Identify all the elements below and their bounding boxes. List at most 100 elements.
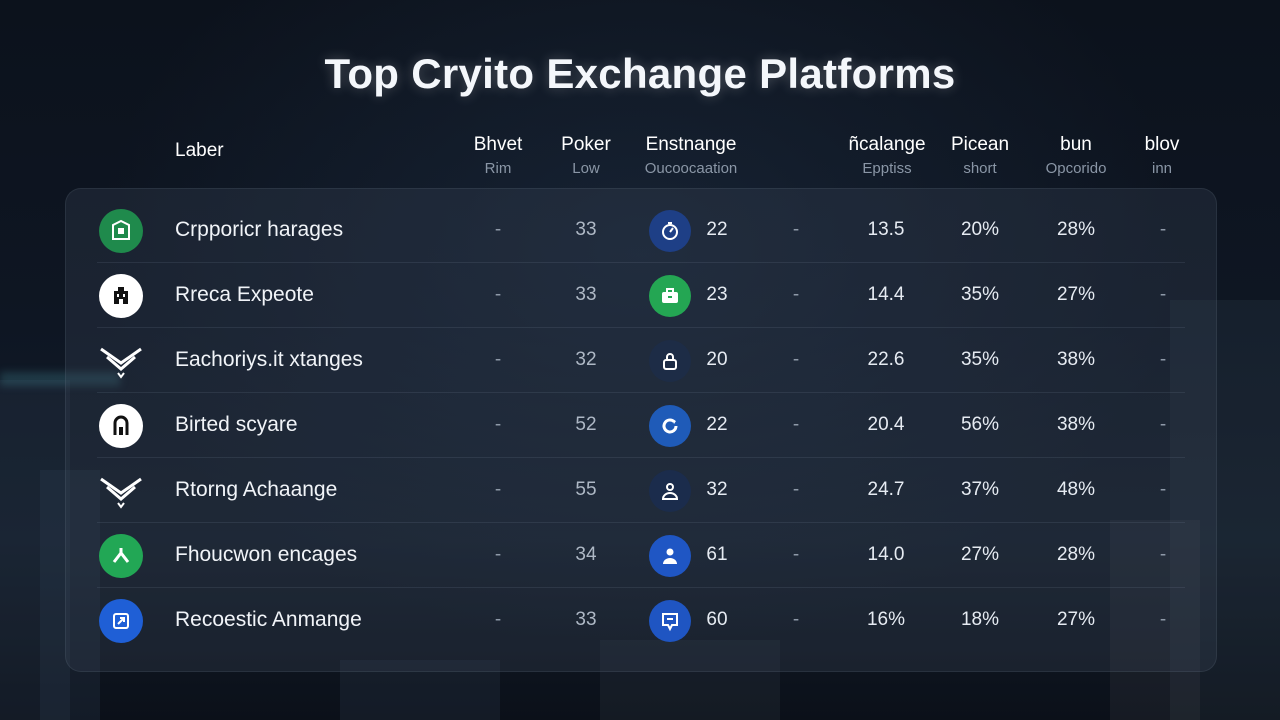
cell-bhvet: - [494, 349, 502, 370]
arch-icon [99, 404, 143, 448]
header-title: bun [1060, 134, 1092, 155]
city-building [0, 380, 70, 720]
cell-blov: - [1159, 544, 1167, 565]
cell-enstnange: 60 [706, 609, 728, 630]
row-divider [97, 522, 1185, 523]
exchange-icon [99, 599, 143, 643]
header-col-6: bun Opcorido [1036, 134, 1116, 177]
table-row[interactable]: Crpporicr harages - 33 22 - 13.5 20% 28%… [65, 198, 1215, 263]
cell-ncalange: 16% [866, 609, 906, 630]
city-building [1110, 520, 1200, 720]
cell-bhvet: - [494, 284, 502, 305]
cell-bhvet: - [494, 544, 502, 565]
building-icon [99, 274, 143, 318]
header-col-2: Poker Low [546, 134, 626, 177]
exchange-name: Fhoucwon encages [175, 543, 358, 566]
cell-bun: 38% [1056, 349, 1096, 370]
table-row[interactable]: Recoestic Anmange - 33 60 - 16% 18% 27% … [65, 588, 1215, 653]
refresh-icon [649, 405, 691, 447]
cell-bun: 27% [1056, 284, 1096, 305]
table-row[interactable]: Eachoriys.it xtanges - 32 20 - 22.6 35% … [65, 328, 1215, 393]
cell-gap: - [792, 284, 800, 305]
header-col-4: ñcalange Epptiss [832, 134, 942, 177]
cell-bhvet: - [494, 479, 502, 500]
cell-bhvet: - [494, 219, 502, 240]
table-row[interactable]: Rtorng Achaange - 55 32 - 24.7 37% 48% - [65, 458, 1215, 523]
wallet-icon [649, 275, 691, 317]
cell-blov: - [1159, 609, 1167, 630]
cell-gap: - [792, 219, 800, 240]
cell-gap: - [792, 544, 800, 565]
cell-picean: 35% [960, 349, 1000, 370]
cell-poker: 55 [575, 479, 597, 500]
cell-bhvet: - [494, 414, 502, 435]
table-row[interactable]: Rreca Expeote - 33 23 - 14.4 35% 27% - [65, 263, 1215, 328]
cell-blov: - [1159, 284, 1167, 305]
header-title: ñcalange [848, 134, 926, 155]
cell-poker: 52 [575, 414, 597, 435]
person-icon [649, 535, 691, 577]
exchange-name: Eachoriys.it xtanges [175, 348, 363, 371]
header-subtitle: Low [572, 160, 600, 177]
cell-enstnange: 22 [706, 219, 728, 240]
header-col-5: Picean short [940, 134, 1020, 177]
cell-picean: 35% [960, 284, 1000, 305]
exchange-name: Birted scyare [175, 413, 298, 436]
cell-poker: 34 [575, 544, 597, 565]
row-divider [97, 262, 1185, 263]
cell-bun: 27% [1056, 609, 1096, 630]
cell-gap: - [792, 349, 800, 370]
cell-blov: - [1159, 479, 1167, 500]
row-divider [97, 587, 1185, 588]
cell-blov: - [1159, 414, 1167, 435]
cell-picean: 18% [960, 609, 1000, 630]
cell-picean: 27% [960, 544, 1000, 565]
cell-poker: 33 [575, 284, 597, 305]
city-building [1170, 300, 1280, 720]
header-subtitle: Epptiss [862, 160, 912, 177]
cell-bhvet: - [494, 609, 502, 630]
cell-bun: 38% [1056, 414, 1096, 435]
cell-gap: - [792, 414, 800, 435]
header-col-3: Enstnange Oucoocaation [621, 134, 761, 177]
header-title: Picean [950, 134, 1010, 155]
shield-icon [99, 209, 143, 253]
cell-bun: 48% [1056, 479, 1096, 500]
cell-picean: 56% [960, 414, 1000, 435]
cell-enstnange: 32 [706, 479, 728, 500]
cell-ncalange: 22.6 [867, 349, 905, 370]
cell-ncalange: 13.5 [867, 219, 905, 240]
table-row[interactable]: Birted scyare - 52 22 - 20.4 56% 38% - [65, 393, 1215, 458]
cell-ncalange: 14.0 [867, 544, 905, 565]
chat-icon [649, 600, 691, 642]
cell-enstnange: 61 [706, 544, 728, 565]
city-building [340, 660, 500, 720]
table-row[interactable]: Fhoucwon encages - 34 61 - 14.0 27% 28% … [65, 523, 1215, 588]
cell-bun: 28% [1056, 544, 1096, 565]
lock-icon [649, 340, 691, 382]
header-subtitle: inn [1151, 160, 1173, 177]
exchange-name: Rreca Expeote [175, 283, 314, 306]
page-title: Top Cryito Exchange Platforms [324, 50, 956, 97]
header-subtitle: Oucoocaation [644, 160, 738, 177]
cell-picean: 20% [960, 219, 1000, 240]
cell-gap: - [792, 479, 800, 500]
cell-poker: 33 [575, 219, 597, 240]
exchange-name: Recoestic Anmange [175, 608, 362, 631]
header-title: Enstnange [645, 134, 737, 155]
cell-enstnange: 20 [706, 349, 728, 370]
header-col-7: blov inn [1132, 134, 1192, 177]
cell-blov: - [1159, 349, 1167, 370]
exchange-table-panel [65, 188, 1217, 672]
cell-ncalange: 14.4 [867, 284, 905, 305]
row-divider [97, 327, 1185, 328]
cell-gap: - [792, 609, 800, 630]
city-building [600, 640, 780, 720]
cell-picean: 37% [960, 479, 1000, 500]
exchange-name: Rtorng Achaange [175, 478, 338, 501]
cell-ncalange: 20.4 [867, 414, 905, 435]
timer-icon [649, 210, 691, 252]
header-title: Bhvet [473, 134, 523, 155]
cell-poker: 32 [575, 349, 597, 370]
